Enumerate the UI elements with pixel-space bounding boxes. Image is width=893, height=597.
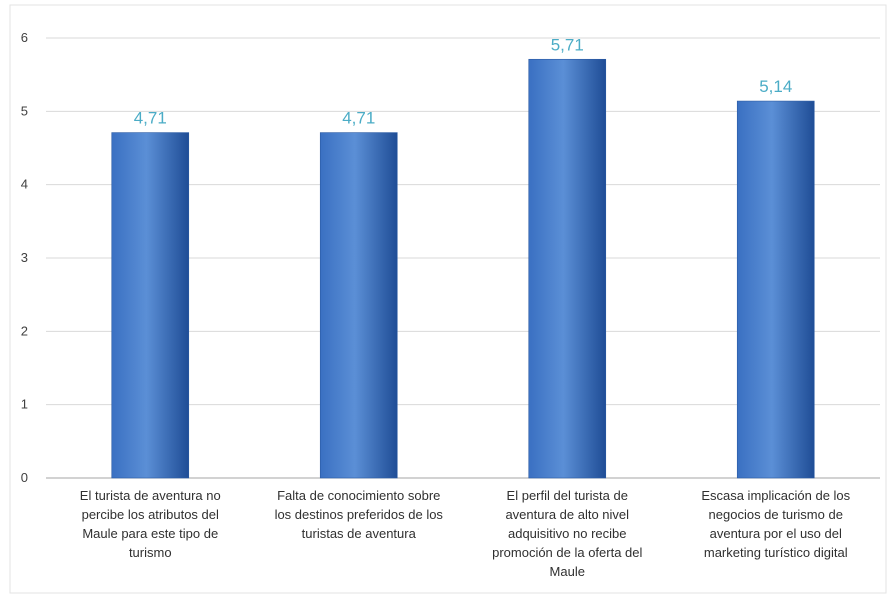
category-label-line: promoción de la oferta del	[492, 545, 642, 560]
data-label: 5,71	[551, 35, 584, 54]
category-label-line: Falta de conocimiento sobre	[277, 488, 440, 503]
category-labels: El turista de aventura no percibe los atr…	[80, 488, 851, 579]
data-label: 5,14	[759, 77, 792, 96]
category-label-line: negocios de turismo de	[709, 507, 843, 522]
category-label: El perfil del turista de aventura de alto…	[492, 488, 642, 579]
y-tick-label: 5	[21, 103, 28, 118]
category-label-line: aventura por el uso del	[710, 526, 842, 541]
category-label-line: Maule	[550, 564, 585, 579]
y-tick-label: 6	[21, 30, 28, 45]
data-label: 4,71	[134, 109, 167, 128]
category-label: Falta de conocimiento sobre los destinos …	[275, 488, 444, 541]
chart-border	[9, 4, 887, 594]
y-tick-label: 4	[21, 177, 28, 192]
bars	[111, 58, 815, 479]
y-tick-label: 2	[21, 323, 28, 338]
category-label-line: percibe los atributos del	[82, 507, 219, 522]
y-tick-label: 0	[21, 470, 28, 485]
category-label-line: turistas de aventura	[302, 526, 417, 541]
category-label-line: marketing turístico digital	[704, 545, 848, 560]
category-label-line: turismo	[129, 545, 172, 560]
category-label-line: adquisitivo no recibe	[508, 526, 627, 541]
category-label-line: El perfil del turista de	[507, 488, 628, 503]
y-tick-label: 3	[21, 250, 28, 265]
category-label: Escasa implicación de los negocios de tur…	[701, 488, 850, 560]
y-axis-ticks: 0 1 2 3 4 5 6	[21, 30, 28, 485]
bar	[319, 132, 398, 479]
data-labels: 4,71 4,71 5,71 5,14	[134, 35, 793, 127]
category-label-line: El turista de aventura no	[80, 488, 221, 503]
bar	[111, 132, 190, 479]
category-label: El turista de aventura no percibe los atr…	[80, 488, 221, 560]
category-label-line: los destinos preferidos de los	[275, 507, 444, 522]
category-label-line: Maule para este tipo de	[82, 526, 218, 541]
category-label-line: aventura de alto nivel	[505, 507, 629, 522]
y-tick-label: 1	[21, 397, 28, 412]
data-label: 4,71	[342, 109, 375, 128]
bar	[736, 100, 815, 479]
bar	[528, 58, 607, 479]
category-label-line: Escasa implicación de los	[701, 488, 850, 503]
